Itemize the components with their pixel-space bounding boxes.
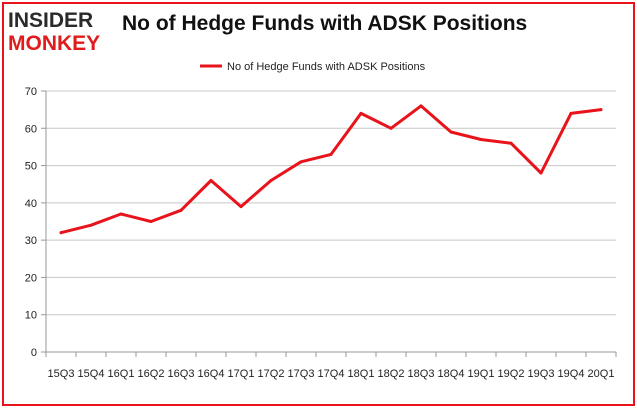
series-line	[59, 104, 603, 235]
x-tick-label: 19Q3	[528, 368, 555, 380]
x-tick-label: 19Q2	[498, 368, 525, 380]
y-tick-label: 0	[31, 347, 37, 359]
y-tick-label: 30	[25, 235, 37, 247]
data-point	[329, 152, 333, 156]
x-tick-label: 16Q4	[198, 368, 225, 380]
x-tick-label: 20Q1	[588, 368, 615, 380]
x-tick-label: 17Q4	[318, 368, 345, 380]
y-tick-label: 50	[25, 161, 37, 173]
x-tick-label: 16Q2	[138, 368, 165, 380]
data-point	[239, 205, 243, 209]
data-point	[149, 220, 153, 223]
logo-line-insider: INSIDER	[8, 9, 93, 32]
data-point	[119, 212, 123, 216]
y-tick-label: 70	[25, 86, 37, 98]
data-point	[89, 223, 93, 227]
x-tick-label: 16Q3	[168, 368, 195, 380]
data-point	[509, 141, 513, 145]
x-tick-label: 15Q4	[78, 368, 105, 380]
x-tick-label: 18Q3	[408, 368, 435, 380]
data-point	[599, 108, 603, 112]
x-tick-label: 17Q1	[228, 368, 255, 380]
x-tick-label: 18Q2	[378, 368, 405, 380]
insider-monkey-logo: INSIDER MONKEY	[8, 9, 100, 55]
x-tick-label: 15Q3	[48, 368, 75, 380]
x-tick-label: 18Q1	[348, 368, 375, 380]
data-point	[269, 178, 273, 182]
logo-line-monkey: MONKEY	[8, 32, 100, 55]
data-point	[389, 126, 393, 130]
y-tick-label: 20	[25, 272, 37, 284]
data-point	[449, 130, 453, 134]
data-point	[59, 231, 63, 235]
y-tick-label: 40	[25, 198, 37, 210]
grid-layer	[46, 90, 616, 353]
x-tick-label: 16Q1	[108, 368, 135, 380]
x-tick-label: 19Q4	[558, 368, 585, 380]
x-tick-label: 17Q3	[288, 368, 315, 380]
legend: No of Hedge Funds with ADSK Positions	[200, 61, 426, 73]
legend-label: No of Hedge Funds with ADSK Positions	[227, 61, 426, 73]
data-point	[479, 137, 483, 141]
series-layer	[59, 104, 603, 235]
chart-title: No of Hedge Funds with ADSK Positions	[122, 12, 528, 35]
data-point	[419, 104, 423, 108]
data-point	[359, 111, 363, 115]
y-tick-label: 60	[25, 123, 37, 135]
data-point	[209, 178, 213, 182]
x-tick-label: 19Q1	[468, 368, 495, 380]
data-point	[179, 208, 183, 212]
x-tick-label: 18Q4	[438, 368, 465, 380]
data-point	[299, 160, 303, 164]
data-point	[539, 171, 543, 175]
y-tick-label: 10	[25, 310, 37, 322]
x-tick-label: 17Q2	[258, 368, 285, 380]
data-point	[569, 111, 573, 115]
